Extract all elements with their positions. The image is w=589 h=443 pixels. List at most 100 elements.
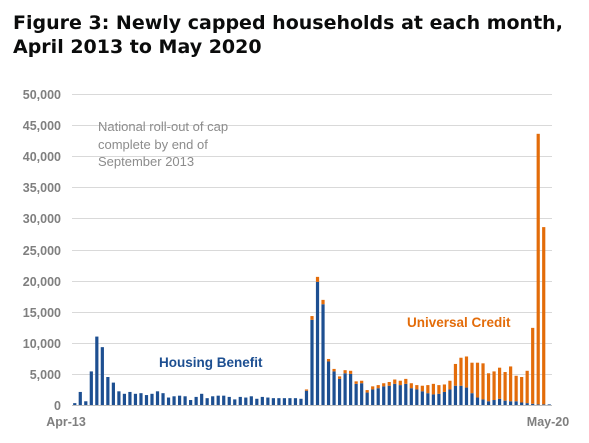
bar-housing-benefit: [78, 391, 82, 405]
bar-housing-benefit: [387, 385, 391, 405]
bar-universal-credit: [337, 376, 342, 379]
bar-housing-benefit: [216, 395, 220, 405]
bar-universal-credit: [509, 366, 513, 402]
bar-housing-benefit: [122, 393, 127, 405]
bar-housing-benefit: [205, 398, 209, 405]
bar-universal-credit: [376, 385, 380, 389]
gridlines: [72, 94, 552, 375]
y-tick-label: 45,000: [23, 119, 61, 133]
bar-housing-benefit: [84, 401, 88, 405]
chart-title: Figure 3: Newly capped households at eac…: [13, 12, 563, 58]
bar-universal-credit: [365, 390, 369, 393]
bar-housing-benefit: [288, 398, 292, 405]
bar-housing-benefit: [497, 398, 502, 405]
bar-housing-benefit: [453, 385, 458, 405]
bar-housing-benefit: [475, 397, 480, 405]
bar-housing-benefit: [211, 396, 215, 405]
bar-housing-benefit: [106, 377, 110, 405]
bar-housing-benefit: [161, 393, 165, 405]
bar-universal-credit: [470, 362, 474, 394]
bar-housing-benefit: [144, 395, 149, 405]
bar-housing-benefit: [536, 404, 540, 405]
y-tick-label: 10,000: [23, 337, 61, 351]
bar-housing-benefit: [376, 388, 380, 405]
bar-universal-credit: [371, 386, 375, 390]
bar-housing-benefit: [183, 396, 187, 405]
bar-universal-credit: [437, 385, 441, 394]
y-tick-label: 15,000: [23, 306, 61, 320]
bar-housing-benefit: [382, 386, 386, 405]
rollout-note-line: complete by end of: [98, 137, 208, 152]
bar-housing-benefit: [315, 281, 320, 405]
bar-housing-benefit: [293, 398, 298, 405]
bar-universal-credit: [542, 227, 546, 405]
bar-housing-benefit: [189, 400, 193, 405]
x-tick-label-start: Apr-13: [46, 415, 86, 429]
bar-universal-credit: [459, 357, 463, 386]
y-tick-label: 5,000: [30, 368, 61, 382]
bar-universal-credit: [315, 276, 320, 282]
bar-housing-benefit: [337, 378, 342, 405]
bar-universal-credit: [503, 372, 507, 401]
bar-housing-benefit: [111, 382, 115, 405]
bar-housing-benefit: [404, 383, 408, 405]
bar-housing-benefit: [260, 396, 264, 405]
bar-universal-credit: [332, 368, 336, 372]
housing-benefit-label: Housing Benefit: [159, 355, 263, 370]
bar-universal-credit: [343, 370, 347, 374]
bar-housing-benefit: [514, 401, 518, 405]
bar-housing-benefit: [172, 396, 176, 405]
bar-universal-credit: [415, 385, 419, 390]
bar-universal-credit: [525, 370, 529, 404]
bar-housing-benefit: [271, 398, 275, 405]
bar-housing-benefit: [299, 398, 303, 405]
bar-universal-credit: [404, 378, 408, 384]
y-tick-label: 20,000: [23, 275, 61, 289]
bar-housing-benefit: [128, 391, 132, 405]
bar-universal-credit: [382, 383, 386, 387]
bar-housing-benefit: [100, 347, 104, 405]
x-axis: Apr-13 May-20: [46, 405, 569, 429]
bar-universal-credit: [360, 380, 364, 384]
y-tick-label: 40,000: [23, 150, 61, 164]
y-tick-label: 30,000: [23, 212, 61, 226]
bar-housing-benefit: [542, 404, 546, 405]
bar-housing-benefit: [531, 403, 535, 405]
bar-housing-benefit: [139, 393, 143, 405]
bar-universal-credit: [354, 381, 358, 384]
bar-housing-benefit: [177, 395, 182, 405]
bar-universal-credit: [453, 363, 458, 386]
rollout-note-line: National roll-out of cap: [98, 119, 228, 134]
bar-housing-benefit: [227, 396, 231, 405]
bar-universal-credit: [349, 370, 353, 374]
bar-universal-credit: [448, 380, 452, 390]
rollout-note-line: September 2013: [98, 154, 194, 169]
bar-housing-benefit: [249, 396, 253, 405]
bar-universal-credit: [431, 383, 435, 395]
bar-housing-benefit: [492, 400, 496, 405]
bar-housing-benefit: [354, 383, 358, 405]
bar-universal-credit: [464, 356, 469, 388]
bar-housing-benefit: [282, 398, 287, 405]
bar-housing-benefit: [470, 393, 474, 405]
bar-housing-benefit: [238, 396, 242, 405]
bar-housing-benefit: [547, 404, 551, 405]
bar-housing-benefit: [371, 389, 375, 405]
bar-housing-benefit: [415, 389, 419, 405]
bar-housing-benefit: [133, 393, 138, 405]
bar-housing-benefit: [304, 390, 309, 405]
bar-universal-credit: [520, 377, 524, 403]
bar-universal-credit: [420, 385, 424, 392]
y-tick-label: 0: [54, 399, 61, 413]
bar-housing-benefit: [255, 398, 259, 405]
bar-housing-benefit: [89, 371, 93, 405]
bar-housing-benefit: [365, 392, 369, 405]
bar-housing-benefit: [360, 383, 364, 405]
bar-housing-benefit: [200, 393, 204, 405]
bar-universal-credit: [304, 389, 309, 391]
bar-housing-benefit: [459, 385, 463, 405]
bar-universal-credit: [326, 358, 331, 362]
bar-housing-benefit: [486, 401, 491, 405]
bar-housing-benefit: [431, 394, 435, 405]
bar-housing-benefit: [343, 373, 347, 405]
